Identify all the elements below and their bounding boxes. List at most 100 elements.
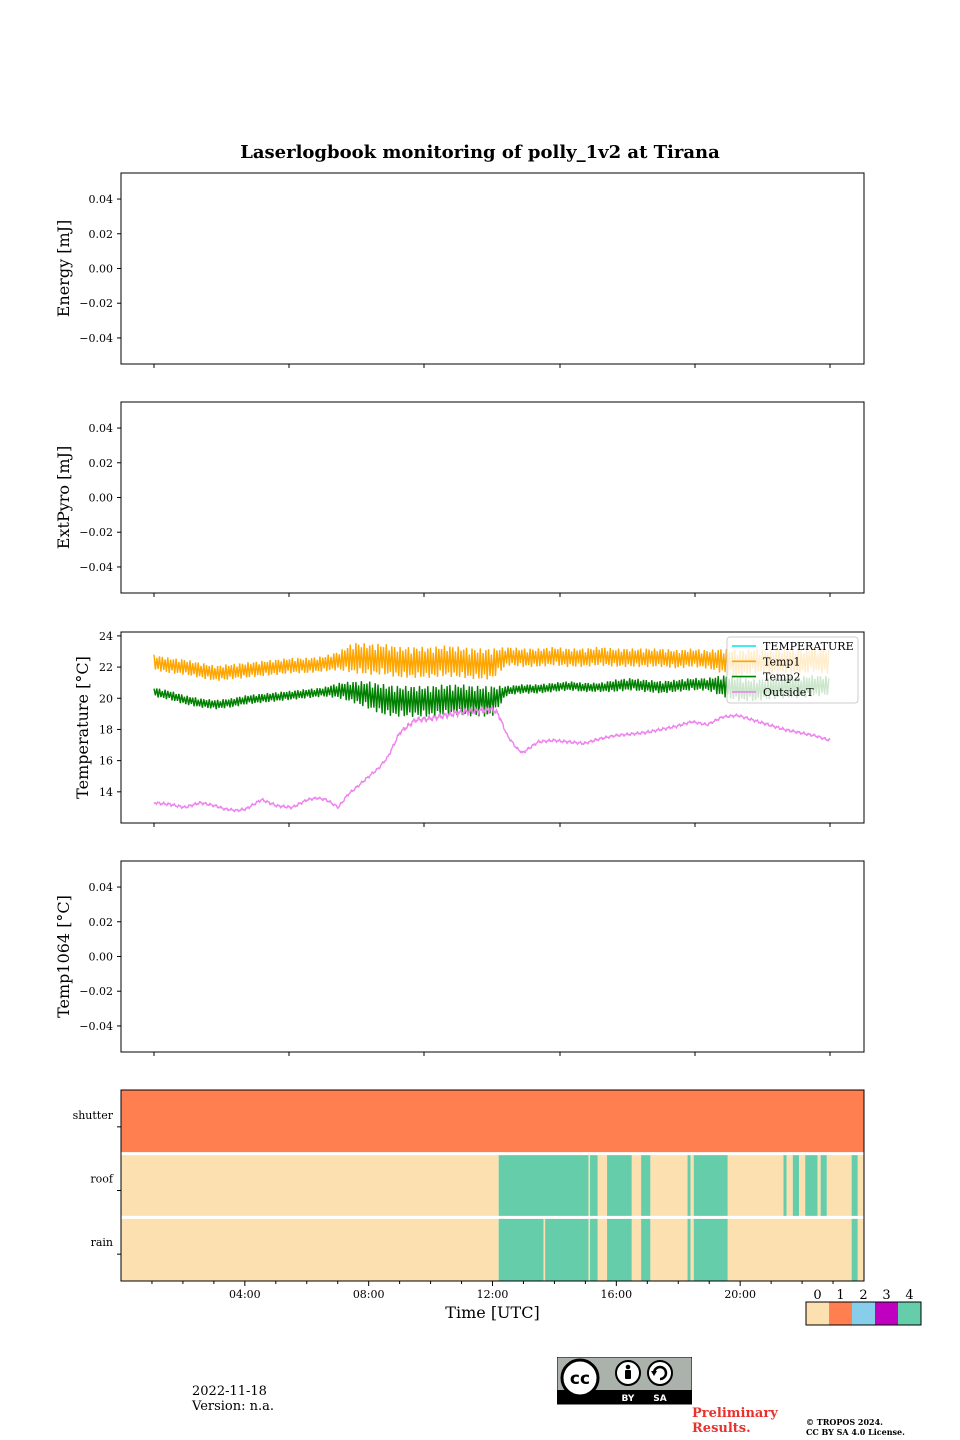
status-segment-roof [851,1153,858,1218]
legend-entry-temperature: TEMPERATURE [763,640,854,653]
colorbar-label: 3 [882,1288,890,1303]
status-segment-rain [851,1217,858,1281]
status-segment-roof [588,1153,591,1218]
colorbar-label: 4 [905,1288,913,1303]
status-segment-roof [121,1153,499,1218]
status-segment-roof [590,1153,598,1218]
colorbar-cell-4 [898,1302,921,1325]
status-segment-roof [820,1153,827,1218]
status-segment-rain [693,1217,728,1281]
status-segment-rain [650,1217,688,1281]
panel-1: −0.04 −0.02 0.00 0.02 0.04 Energy [mJ] [54,172,865,368]
colorbar-cell-3 [875,1302,898,1325]
cc-icon [560,1358,600,1398]
status-segment-shutter [121,1090,864,1154]
y-tick-label: 16 [99,755,113,768]
svg-text:cc: cc [570,1369,590,1389]
legend: TEMPERATURE Temp1 Temp2 OutsideT [726,636,859,704]
status-segment-rain [631,1217,642,1281]
y-axis-label: Energy [mJ] [54,220,73,318]
y-tick-label: −0.04 [79,332,113,345]
status-segment-rain [543,1217,546,1281]
axes-frame [120,860,865,1053]
series-line-temp1 [153,642,830,681]
x-tick-label: 08:00 [353,1288,385,1301]
status-segment-rain [690,1217,694,1281]
series-line-temp2 [153,675,830,718]
status-segment-roof [727,1153,784,1218]
y-axis-label: Temp1064 [°C] [54,895,73,1018]
x-axis-label: Time [UTC] [445,1303,539,1322]
status-segment-roof [826,1153,852,1218]
colorbar-frame [805,1301,922,1326]
status-segment-rain [597,1217,608,1281]
y-tick-label: 0.02 [89,457,114,470]
legend-entry-outsidet: OutsideT [763,686,814,699]
status-segment-rain [590,1217,598,1281]
axes-frame [120,172,865,365]
legend-entry-temp2: Temp2 [763,671,800,684]
copyright-line-2: CC BY SA 4.0 License. [806,1427,905,1437]
colorbar-cell-1 [829,1302,852,1325]
figure-title: Laserlogbook monitoring of polly_1v2 at … [240,142,720,163]
status-segment-roof [792,1153,799,1218]
y-tick-label: −0.02 [79,297,113,310]
colorbar-label: 2 [859,1288,867,1303]
y-tick-label: 0.00 [89,263,114,276]
y-tick-label: 22 [99,661,113,674]
x-tick-label: 20:00 [724,1288,756,1301]
status-segment-roof [693,1153,728,1218]
status-segment-rain [641,1217,651,1281]
status-segment-roof [687,1153,691,1218]
status-segment-roof [690,1153,694,1218]
legend-entry-temp1: Temp1 [763,655,800,668]
status-segment-rain [857,1217,864,1281]
status-segment-roof [798,1153,806,1218]
status-segment-roof [631,1153,642,1218]
panel-5-status: shutter roof rain 04:00 08:00 12:00 16:00 20:00… [73,1089,865,1322]
y-tick-label: −0.04 [79,1020,113,1033]
y-tick-label: 20 [99,692,113,705]
copyright-line-1: © TROPOS 2024. [806,1417,883,1427]
colorbar-label: 1 [836,1288,844,1303]
panel-3: TEMPERATURE Temp1 Temp2 OutsideT 14 16 18 20 22 2… [73,630,865,827]
status-segment-rain [727,1217,852,1281]
status-segment-rain [121,1217,499,1281]
cc-sa-label: SA [653,1394,666,1404]
x-tick-label: 04:00 [229,1288,261,1301]
copyright-label: © TROPOS 2024. CC BY SA 4.0 License. [806,1417,926,1437]
status-segment-roof [597,1153,608,1218]
status-segment-roof [786,1153,793,1218]
y-tick-label: −0.04 [79,561,113,574]
y-tick-label: 0.00 [89,492,114,505]
panel-4: −0.04 −0.02 0.00 0.02 0.04 Temp1064 [°C] [54,860,865,1056]
legend-box [726,636,859,704]
status-segment-rain [687,1217,691,1281]
x-tick-label: 16:00 [600,1288,632,1301]
cc-license-badge: cc BY SA [556,1356,693,1409]
panels: −0.04 −0.02 0.00 0.02 0.04 Energy [mJ] −0.04 −0… [54,172,922,1326]
x-tick-label: 12:00 [477,1288,509,1301]
y-tick-label: 18 [99,723,113,736]
y-tick-label: 0.04 [89,881,114,894]
colorbar-cell-0 [806,1302,829,1325]
sa-share-alike-icon [647,1360,673,1386]
axes-frame [120,401,865,594]
colorbar-cell-2 [852,1302,875,1325]
status-segment-roof [641,1153,651,1218]
y-tick-label: −0.02 [79,985,113,998]
version-label: Version: n.a. [192,1399,275,1414]
y-tick-label: 24 [99,630,113,643]
row-label-rain: rain [91,1236,113,1249]
series-line-outsidet [153,704,831,813]
status-segment-roof [805,1153,818,1218]
status-segment-rain [545,1217,589,1281]
y-tick-label: 0.04 [89,422,114,435]
axes-frame [120,631,865,824]
status-segment-rain [588,1217,591,1281]
y-tick-label: 0.02 [89,916,114,929]
date-label: 2022-11-18 [192,1384,267,1399]
y-tick-label: 0.04 [89,193,114,206]
status-segment-roof [650,1153,688,1218]
